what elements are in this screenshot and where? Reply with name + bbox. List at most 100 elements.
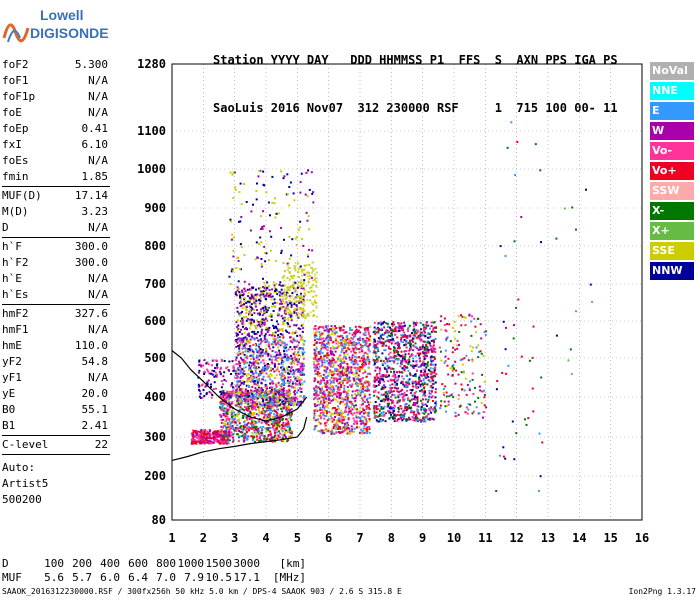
- echo-point: [223, 398, 226, 401]
- echo-point: [405, 361, 408, 364]
- echo-point: [270, 355, 273, 358]
- echo-point: [383, 380, 386, 383]
- echo-point: [257, 427, 260, 430]
- echo-point: [240, 402, 243, 405]
- echo-point: [280, 307, 283, 310]
- echo-point: [397, 400, 400, 403]
- echo-point: [265, 438, 268, 441]
- echo-point: [264, 333, 267, 336]
- echo-point: [335, 408, 338, 411]
- echo-point: [384, 386, 387, 389]
- echo-point: [263, 338, 266, 341]
- echo-point: [324, 365, 327, 368]
- echo-point: [288, 410, 291, 413]
- echo-point: [244, 350, 247, 353]
- echo-point: [198, 434, 201, 437]
- echo-point: [283, 238, 285, 241]
- echo-point: [321, 346, 324, 349]
- echo-point: [328, 335, 331, 338]
- echo-point: [239, 408, 242, 411]
- echo-point: [267, 329, 270, 332]
- echo-point: [251, 427, 254, 429]
- echo-point: [286, 368, 289, 371]
- echo-point: [210, 437, 213, 440]
- echo-point: [255, 400, 258, 403]
- echo-point: [343, 361, 346, 364]
- echo-point: [214, 431, 217, 434]
- echo-point: [257, 407, 260, 410]
- echo-point: [295, 304, 298, 307]
- echo-point: [205, 433, 208, 435]
- echo-point: [319, 350, 322, 352]
- echo-point: [253, 429, 256, 432]
- echo-point: [237, 327, 240, 330]
- echo-point: [411, 337, 414, 340]
- echo-point: [244, 290, 247, 293]
- echo-point: [301, 335, 304, 338]
- echo-point: [332, 345, 335, 348]
- x-tick-label: 12: [509, 531, 523, 545]
- echo-point: [378, 414, 381, 417]
- echo-point: [288, 325, 291, 328]
- echo-point: [265, 398, 268, 401]
- echo-point: [222, 437, 225, 440]
- echo-point: [299, 334, 302, 337]
- echo-point: [287, 439, 290, 442]
- echo-point: [270, 403, 273, 406]
- echo-point: [343, 345, 346, 348]
- echo-point: [293, 403, 296, 406]
- param-name: fmin: [2, 170, 29, 183]
- echo-point: [286, 356, 289, 359]
- echo-point: [380, 414, 383, 417]
- echo-point: [249, 229, 252, 232]
- echo-point: [343, 346, 346, 349]
- echo-point: [323, 346, 326, 349]
- x-tick-label: 1: [168, 531, 175, 545]
- echo-point: [381, 328, 384, 331]
- echo-point: [264, 341, 267, 343]
- echo-point: [320, 429, 323, 432]
- echo-point: [244, 390, 247, 393]
- echo-point: [319, 335, 322, 338]
- echo-point: [293, 389, 296, 392]
- echo-point: [202, 434, 205, 437]
- echo-point: [369, 339, 372, 342]
- echo-point: [235, 334, 238, 337]
- echo-point: [242, 382, 245, 385]
- echo-point: [307, 215, 310, 218]
- echo-point: [422, 330, 425, 333]
- echo-point: [290, 419, 293, 422]
- echo-point: [275, 343, 278, 346]
- echo-point: [397, 350, 400, 353]
- echo-point: [341, 379, 344, 382]
- echo-point: [323, 329, 326, 332]
- echo-point: [375, 328, 378, 330]
- echo-point: [352, 417, 355, 420]
- echo-point: [401, 359, 404, 362]
- echo-point: [230, 431, 233, 434]
- echo-point: [251, 439, 254, 442]
- echo-point: [278, 395, 281, 398]
- echo-point: [339, 427, 342, 430]
- echo-point: [393, 359, 396, 362]
- echo-point: [253, 330, 256, 333]
- echo-point: [337, 428, 340, 430]
- echo-point: [270, 315, 273, 318]
- echo-point: [360, 403, 363, 406]
- echo-point: [403, 350, 406, 353]
- echo-point: [320, 412, 322, 414]
- echo-point: [344, 372, 347, 375]
- echo-point: [323, 417, 326, 420]
- echo-point: [297, 295, 300, 298]
- echo-point: [366, 372, 369, 375]
- echo-point: [401, 354, 404, 357]
- echo-point: [306, 219, 309, 222]
- echo-point: [392, 417, 394, 420]
- echo-point: [270, 396, 273, 399]
- echo-point: [241, 395, 244, 397]
- echo-point: [240, 397, 243, 399]
- echo-point: [299, 367, 302, 370]
- echo-point: [364, 389, 367, 392]
- echo-point: [254, 337, 257, 340]
- echo-point: [308, 228, 311, 231]
